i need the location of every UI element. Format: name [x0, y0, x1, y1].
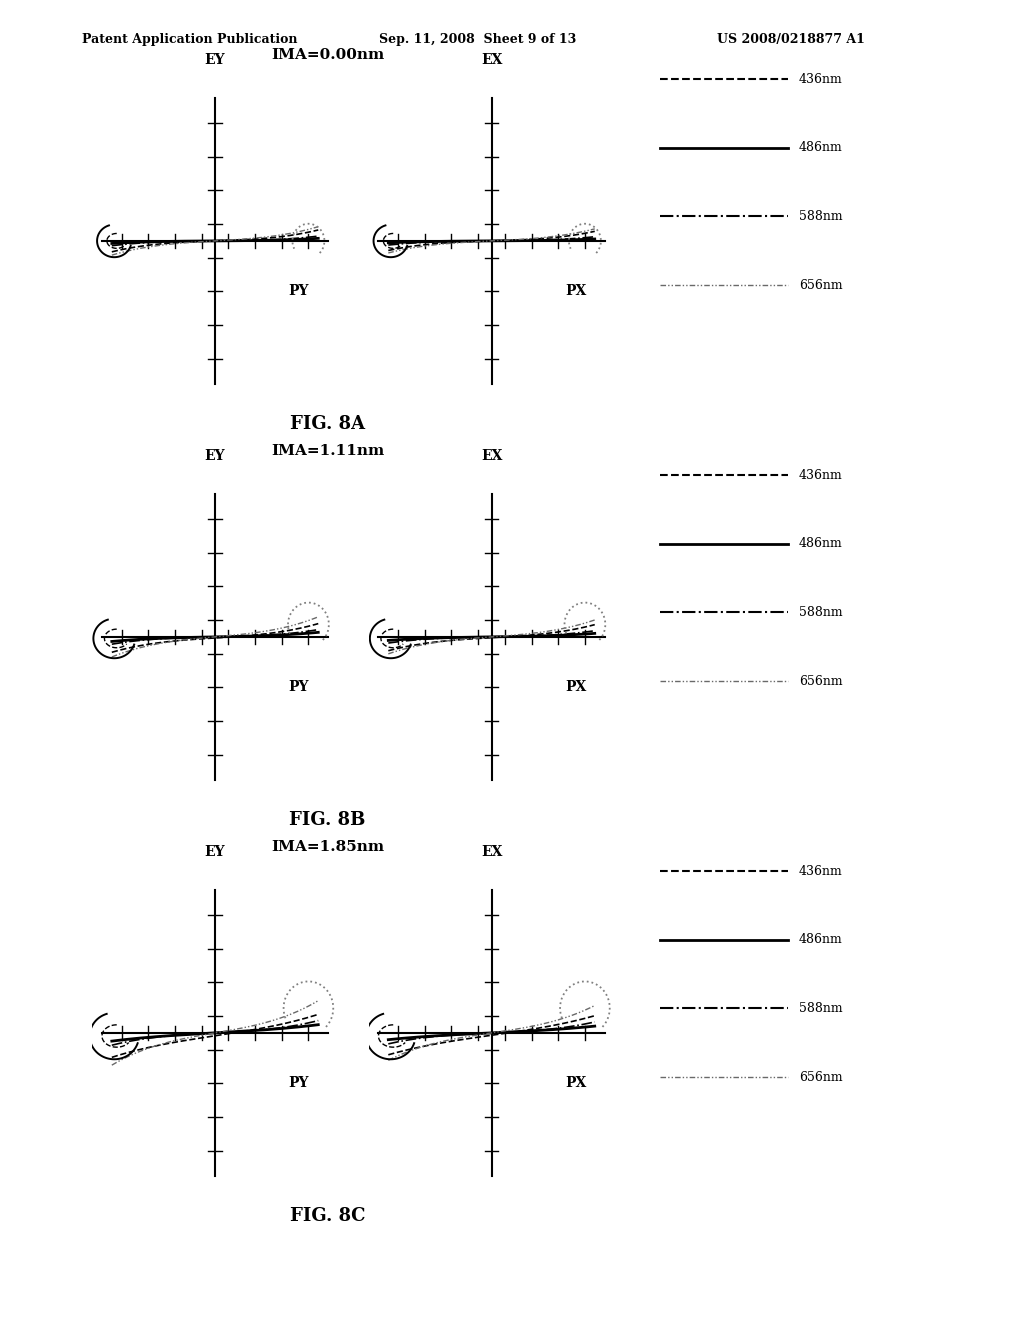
Text: IMA=0.00nm: IMA=0.00nm	[271, 49, 384, 62]
Text: PY: PY	[289, 284, 309, 298]
Text: PX: PX	[565, 1076, 587, 1090]
Text: PX: PX	[565, 680, 587, 694]
Text: IMA=1.11nm: IMA=1.11nm	[271, 445, 384, 458]
Text: EX: EX	[481, 53, 502, 67]
Text: PX: PX	[565, 284, 587, 298]
Text: EY: EY	[205, 449, 225, 463]
Text: 588nm: 588nm	[799, 210, 843, 223]
Text: PY: PY	[289, 680, 309, 694]
Text: PY: PY	[289, 1076, 309, 1090]
Text: Patent Application Publication: Patent Application Publication	[82, 33, 297, 46]
Text: 486nm: 486nm	[799, 141, 843, 154]
Text: FIG. 8C: FIG. 8C	[290, 1206, 366, 1225]
Text: 436nm: 436nm	[799, 865, 843, 878]
Text: 436nm: 436nm	[799, 73, 843, 86]
Text: 656nm: 656nm	[799, 1071, 843, 1084]
Text: EX: EX	[481, 449, 502, 463]
Text: EY: EY	[205, 845, 225, 859]
Text: 486nm: 486nm	[799, 933, 843, 946]
Text: 486nm: 486nm	[799, 537, 843, 550]
Text: EY: EY	[205, 53, 225, 67]
Text: EX: EX	[481, 845, 502, 859]
Text: 436nm: 436nm	[799, 469, 843, 482]
Text: 656nm: 656nm	[799, 279, 843, 292]
Text: US 2008/0218877 A1: US 2008/0218877 A1	[717, 33, 864, 46]
Text: 588nm: 588nm	[799, 1002, 843, 1015]
Text: 588nm: 588nm	[799, 606, 843, 619]
Text: FIG. 8A: FIG. 8A	[290, 414, 366, 433]
Text: Sep. 11, 2008  Sheet 9 of 13: Sep. 11, 2008 Sheet 9 of 13	[379, 33, 577, 46]
Text: FIG. 8B: FIG. 8B	[290, 810, 366, 829]
Text: 656nm: 656nm	[799, 675, 843, 688]
Text: IMA=1.85nm: IMA=1.85nm	[271, 841, 384, 854]
